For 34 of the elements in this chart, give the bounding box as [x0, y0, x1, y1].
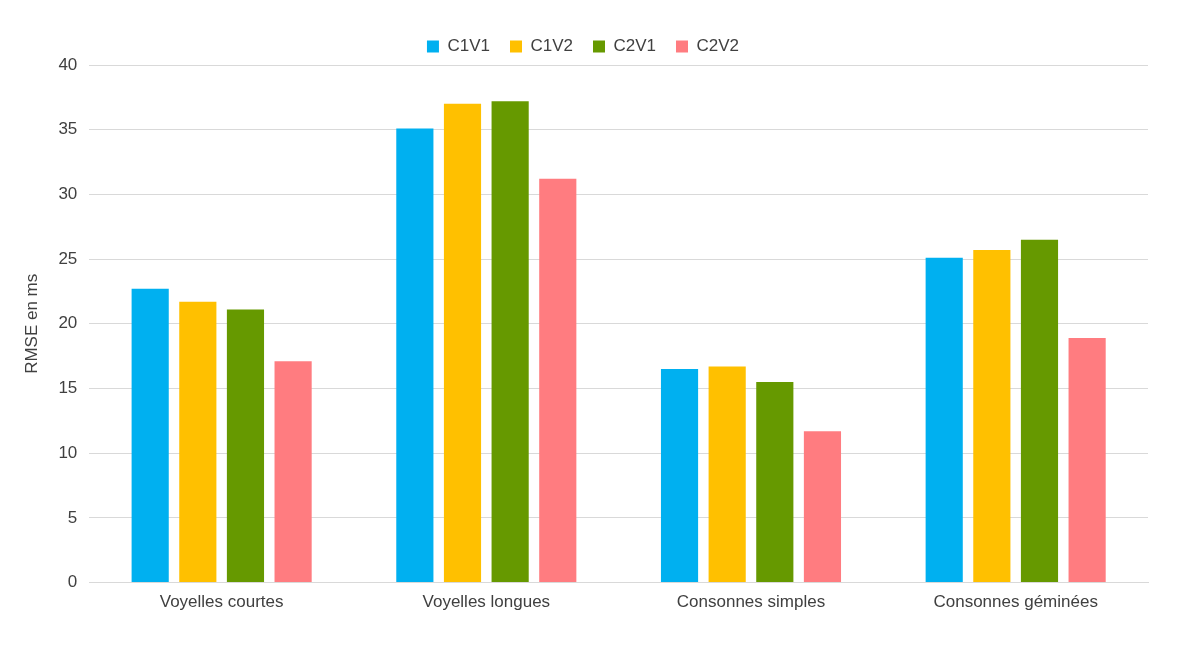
bar: [660, 369, 699, 583]
bar: [443, 103, 482, 583]
x-tick-label: Voyelles longues: [422, 592, 551, 612]
legend-label: C1V1: [447, 36, 490, 56]
y-tick-label: 25: [58, 248, 78, 268]
y-tick-label: 30: [58, 184, 78, 204]
y-tick-label: 5: [67, 507, 78, 527]
bar: [491, 101, 529, 583]
x-tick-label: Consonnes géminées: [933, 592, 1098, 612]
y-tick-label: 15: [58, 378, 78, 398]
bar: [539, 178, 577, 583]
y-tick-label: 20: [58, 313, 78, 333]
legend-label: C2V1: [613, 36, 657, 56]
y-tick-label: 10: [58, 442, 78, 462]
bar: [803, 431, 842, 583]
y-tick-label: 35: [58, 119, 78, 139]
bar: [131, 288, 169, 583]
y-axis-title: RMSE en ms: [21, 273, 41, 374]
bar: [925, 257, 963, 583]
bar: [274, 361, 312, 583]
bar: [179, 301, 217, 583]
bar: [973, 250, 1011, 583]
legend-label: C2V2: [696, 36, 740, 56]
y-tick-label: 0: [67, 572, 78, 592]
bar: [226, 309, 265, 583]
bar: [1020, 239, 1059, 583]
x-tick-label: Voyelles courtes: [159, 592, 284, 612]
bar: [396, 128, 434, 583]
bar: [1068, 338, 1106, 583]
legend-label: C1V2: [530, 36, 574, 56]
bar: [708, 366, 746, 583]
y-tick-label: 40: [58, 54, 78, 74]
x-tick-label: Consonnes simples: [676, 592, 826, 612]
bar: [756, 382, 794, 583]
